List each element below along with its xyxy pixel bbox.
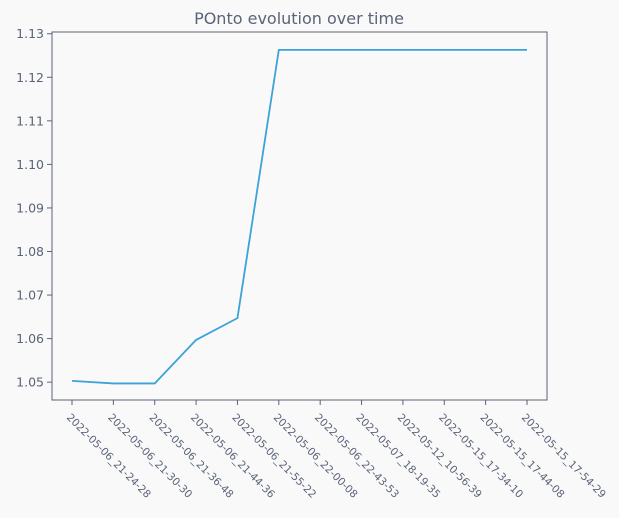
x-tick-label: 2022-05-15_17-54-29 (519, 412, 608, 501)
axes (52, 32, 547, 400)
x-tick-label: 2022-05-06_22-43-53 (312, 412, 401, 501)
x-tick-label: 2022-05-06_21-24-28 (64, 412, 153, 501)
series-group (72, 50, 527, 384)
x-tick-label: 2022-05-07_18-19-35 (353, 412, 442, 501)
y-tick-label: 1.12 (16, 70, 44, 85)
x-tick-label: 2022-05-06_21-44-36 (188, 412, 277, 501)
x-tick-label: 2022-05-06_21-30-30 (105, 412, 194, 501)
y-tick-label: 1.05 (16, 375, 44, 390)
plot-frame (52, 32, 547, 400)
y-tick-label: 1.11 (16, 113, 44, 128)
y-axis-ticks: 1.05 1.06 1.07 1.08 1.09 1.10 1.11 1.12 1.13 (16, 26, 52, 389)
y-tick-label: 1.13 (16, 26, 44, 41)
y-tick-label: 1.06 (16, 331, 44, 346)
x-tick-label: 2022-05-15_17-44-08 (478, 412, 567, 501)
series-line (72, 50, 527, 384)
y-tick-label: 1.10 (16, 157, 44, 172)
x-tick-label: 2022-05-06_22-00-08 (271, 412, 360, 501)
y-tick-label: 1.09 (16, 200, 44, 215)
y-tick-label: 1.07 (16, 288, 44, 303)
x-axis-ticks: 2022-05-06_21-24-282022-05-06_21-30-3020… (64, 400, 608, 501)
x-tick-label: 2022-05-15_17-34-10 (436, 412, 525, 501)
x-tick-label: 2022-05-12_10-56-39 (395, 412, 484, 501)
y-tick-label: 1.08 (16, 244, 44, 259)
x-tick-label: 2022-05-06_21-36-48 (147, 412, 236, 501)
x-tick-label: 2022-05-06_21-55-22 (229, 412, 318, 501)
chart-title: POnto evolution over time (194, 9, 404, 28)
